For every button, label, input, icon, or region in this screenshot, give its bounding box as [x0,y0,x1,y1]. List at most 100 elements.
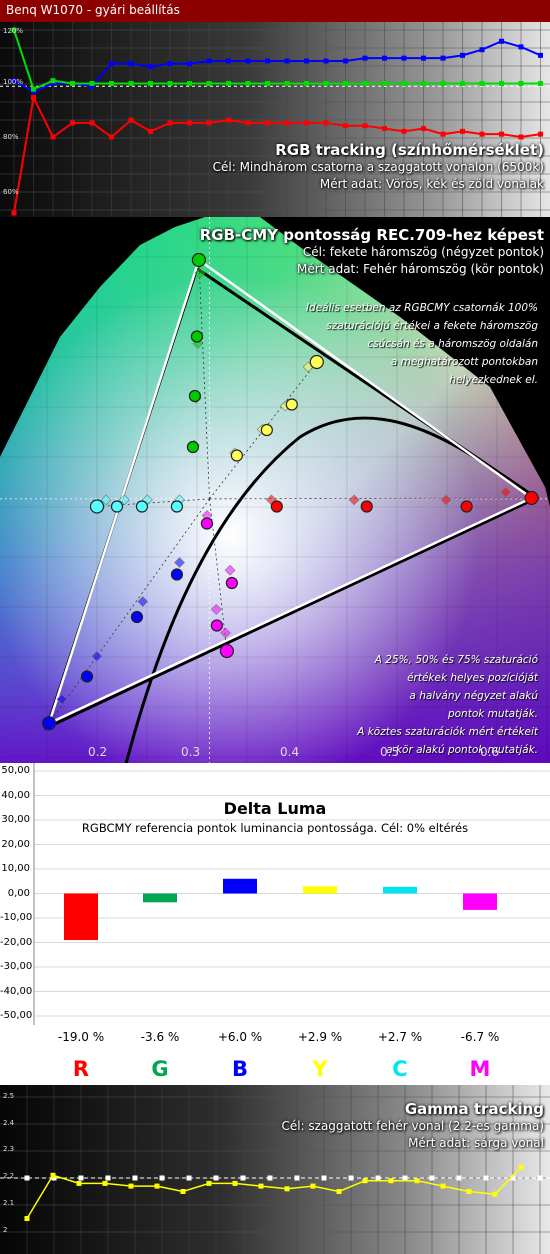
measured-triangle [46,257,535,726]
data-point [109,80,114,86]
gamma-chart [0,1085,550,1254]
measured-point [89,499,105,514]
data-point [518,44,524,50]
target-square [224,564,236,576]
gamma-point [102,1180,108,1186]
data-point [167,80,173,86]
cie-x-tick: 0.3 [181,745,201,759]
gamma-line [26,1166,522,1219]
saturation-line [209,497,532,500]
data-point [50,134,56,140]
gamma-point [388,1178,394,1184]
target-square [348,494,360,506]
saturation-line [48,498,210,724]
gamut-locus-white [0,217,550,763]
target-point [51,1175,57,1181]
data-point [518,134,524,140]
luma-category-label: R [72,1057,90,1081]
data-point [148,80,153,86]
data-point [226,117,231,123]
target-point [537,1175,543,1181]
data-point [187,61,192,67]
gamma-point [180,1189,186,1194]
data-point [382,55,387,61]
luma-bar [463,893,497,910]
data-point [128,80,134,86]
data-point [265,80,270,86]
data-point [284,120,290,126]
data-point [323,80,329,86]
measured-point [210,619,223,632]
gamma-caption: Gamma tracking Cél: szaggatott fehér von… [281,1100,544,1152]
luma-bar [143,893,177,903]
note-line: A 25%, 50% és 75% szaturáció [374,654,538,666]
target-point [240,1175,246,1181]
delta-luma-chart [33,763,550,1025]
note-line: a meghatározott pontokban [390,356,538,368]
measured-point [110,500,124,513]
measured-point [360,500,373,513]
data-point [11,78,17,84]
note-line: a halvány négyzet alakú [409,690,538,702]
rgb-measured-text: Mért adat: Vörös, kék és zöld vonalak [319,177,544,191]
measured-point [524,490,539,506]
gamma-target-text: Cél: szaggatott fehér vonal (2.2-es gamm… [281,1119,544,1133]
data-point [128,61,134,67]
target-point [186,1175,192,1181]
data-point [401,80,407,86]
saturation-line [96,498,210,507]
luma-bar [223,878,257,894]
data-point [128,117,134,123]
target-point [267,1175,273,1181]
target-point [456,1175,462,1181]
luma-y-tick: -20,00 [0,936,33,948]
data-point [206,58,212,64]
measured-point [285,398,298,411]
data-point [479,47,485,53]
gamma-y-label: 2.5 [3,1092,15,1100]
gamma-measured-text: Mért adat: sárga vonal [408,1136,544,1150]
target-square [220,627,231,639]
gamma-y-label: 2.3 [3,1145,15,1153]
data-point [245,80,251,86]
data-point [167,120,173,126]
data-point [265,58,270,64]
luma-y-tick: -30,00 [0,961,33,972]
luma-y-tick: 30,00 [1,814,30,825]
gamma-point [466,1189,472,1194]
data-point [50,80,56,86]
data-point [421,126,426,132]
data-point [226,80,231,86]
measured-point [170,568,184,581]
gamma-point [76,1180,82,1186]
cie-note-bottom: A 25%, 50% és 75% szaturáció értékek hel… [357,651,538,759]
target-square [210,603,222,615]
target-point [78,1175,84,1181]
gamma-point [232,1180,238,1186]
cie-diagram [0,217,550,763]
data-point [421,80,426,86]
luma-title: Delta Luma [223,799,327,818]
data-point [11,27,17,33]
target-square [194,267,206,279]
data-point [50,78,56,84]
measured-point [260,423,273,437]
note-line: csúcsán és a háromszög oldalán [367,338,538,350]
target-square [500,486,512,498]
data-point [460,80,465,86]
data-point [440,131,446,137]
title-bar: Benq W1070 - gyári beállítás [0,0,550,22]
luma-y-tick: -10,00 [0,912,33,923]
luma-y-tick: 40,00 [1,789,30,801]
cie-x-tick: 0.2 [88,745,108,759]
data-point [382,126,387,132]
data-point [89,83,95,89]
data-point [304,58,309,64]
luma-value-label: -3.6 % [140,1030,180,1044]
series-line [13,29,541,91]
target-point [132,1175,138,1181]
rgb-tracking-chart [0,22,550,217]
data-point [362,55,368,61]
data-point [304,120,309,126]
luma-value-label: +2.9 % [297,1030,343,1044]
